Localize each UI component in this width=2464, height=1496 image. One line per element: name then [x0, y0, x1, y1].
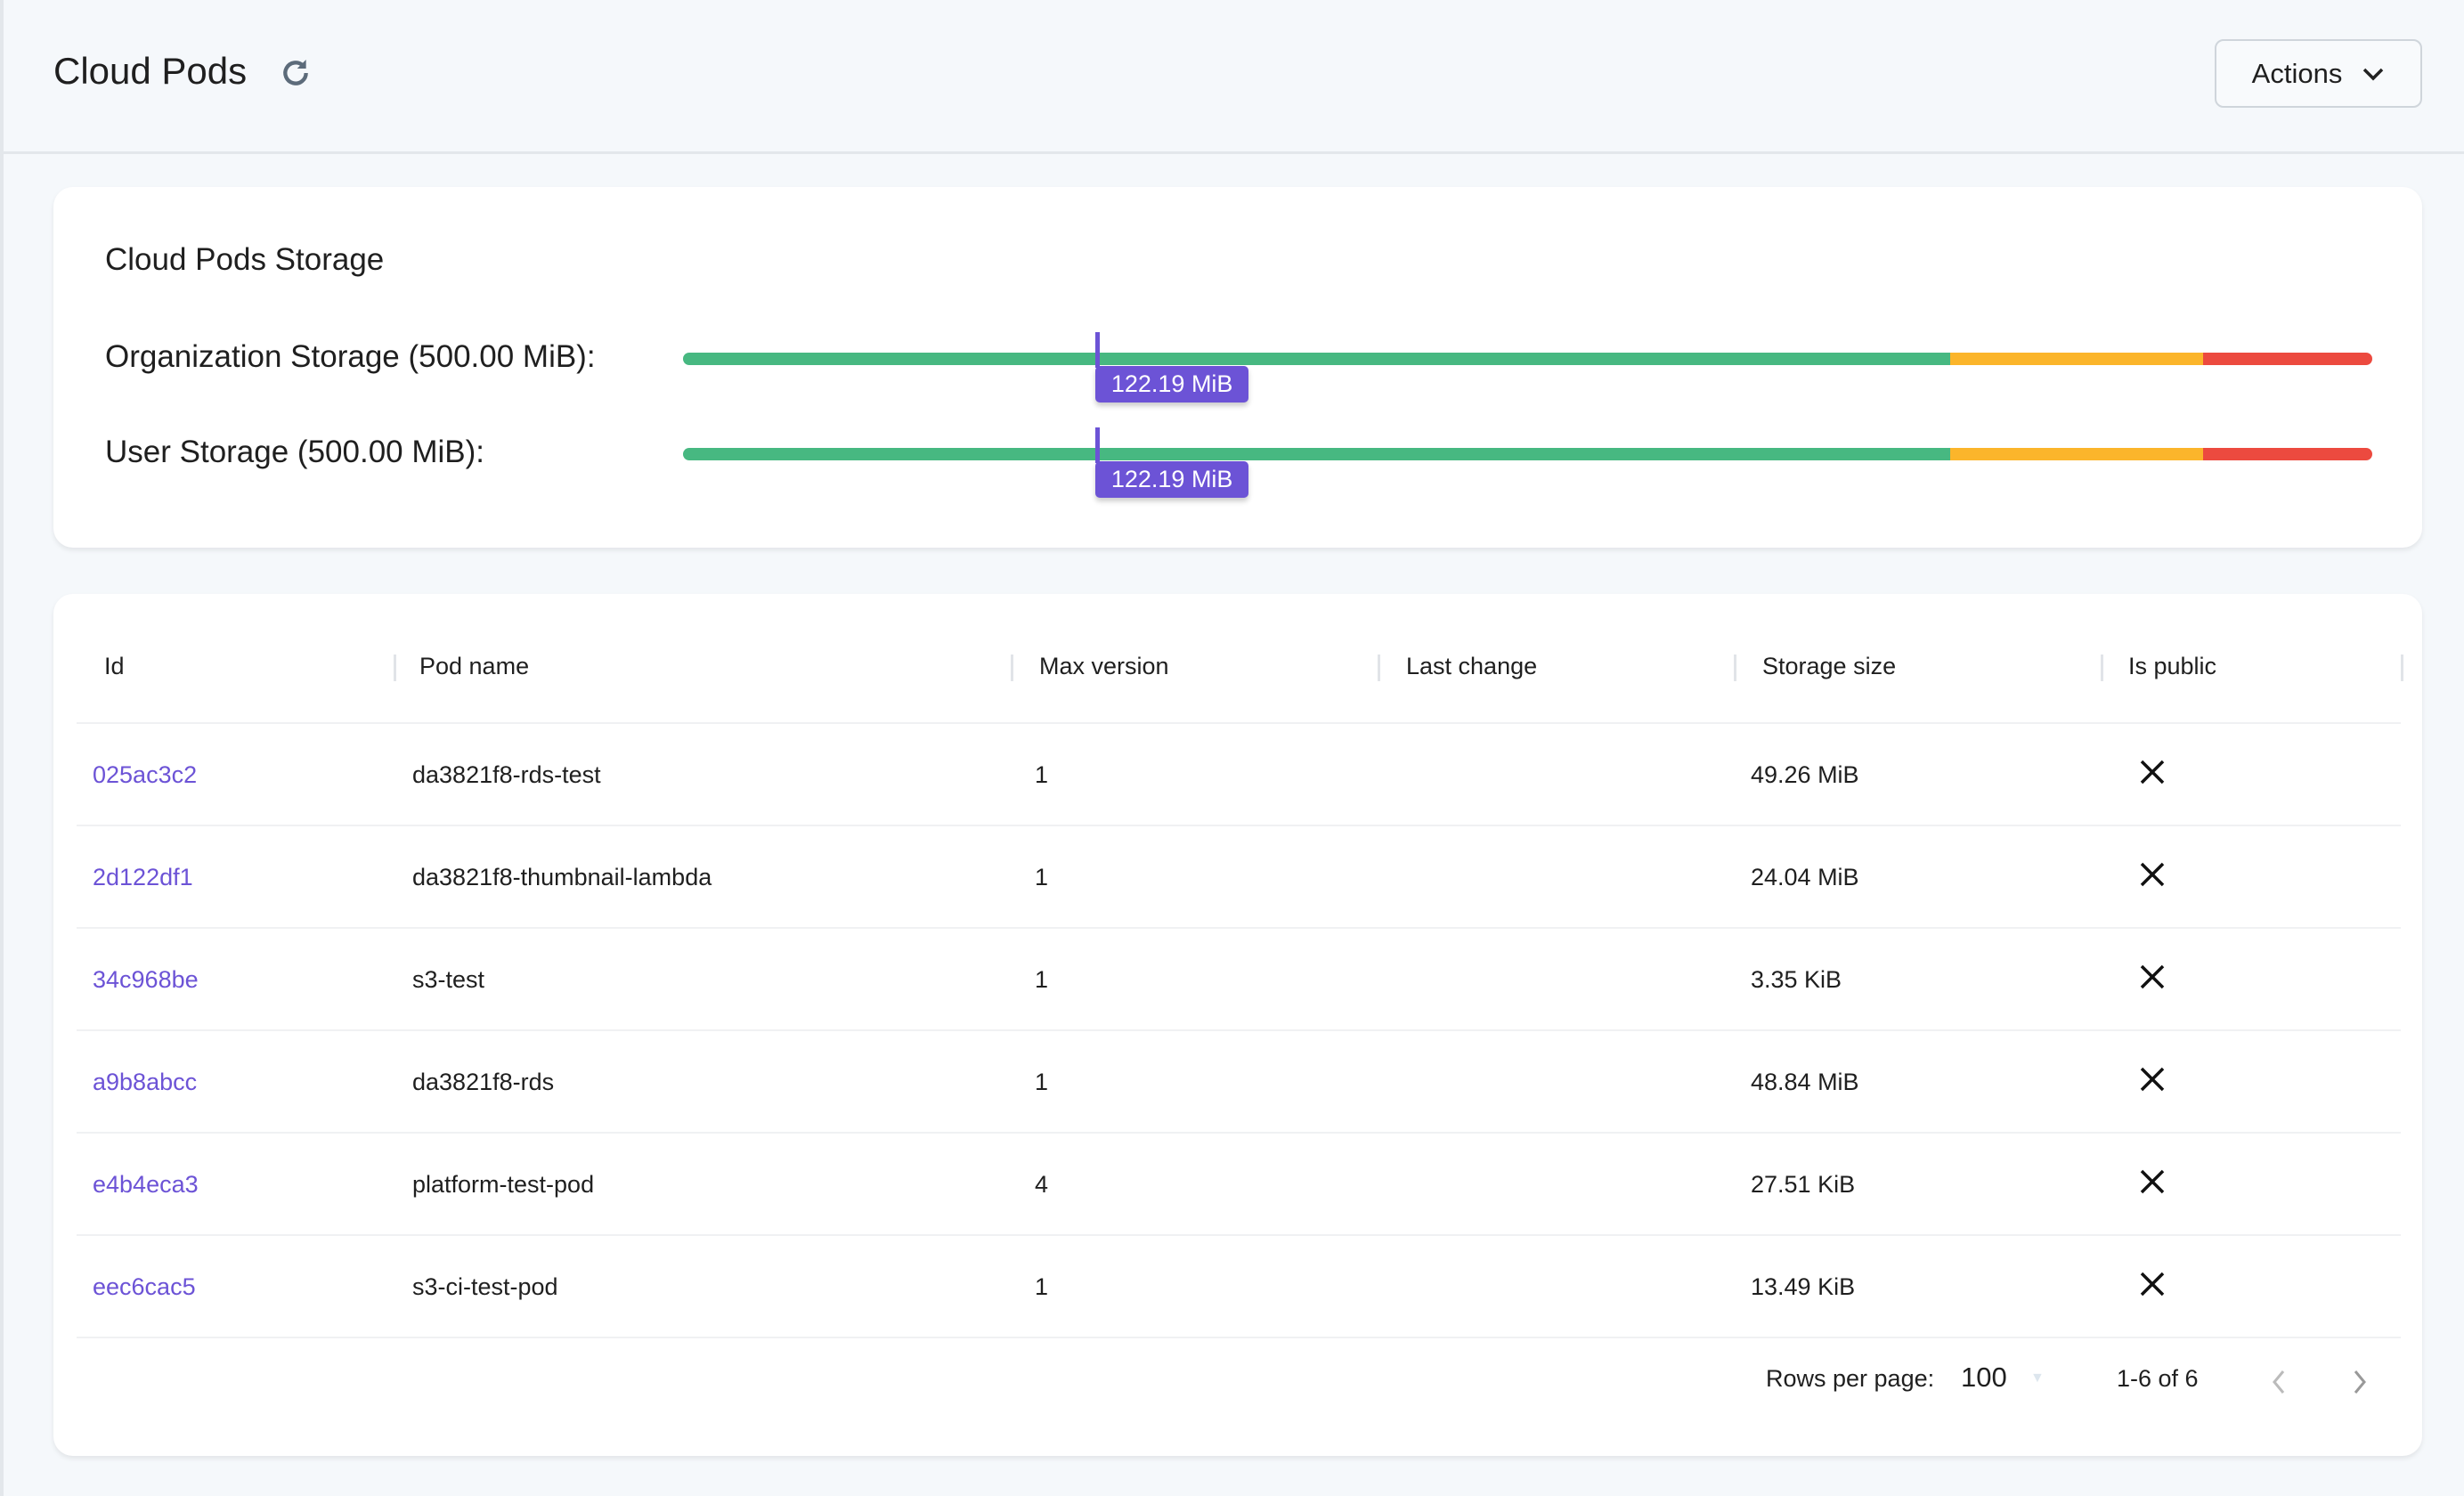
next-page-icon[interactable] [2351, 1369, 2369, 1395]
cell-name: da3821f8-rds-test [412, 761, 601, 788]
cell-max: 1 [1035, 1069, 1049, 1095]
table-row[interactable]: 025ac3c2 da3821f8-rds-test 1 49.26 MiB [77, 722, 2401, 825]
table-row[interactable]: a9b8abcc da3821f8-rds 1 48.84 MiB [77, 1029, 2401, 1132]
column-separator[interactable] [394, 654, 396, 681]
cell-name: platform-test-pod [412, 1171, 595, 1198]
cell-max: 1 [1035, 864, 1049, 890]
chevron-down-icon [2363, 68, 2384, 80]
column-separator[interactable] [2101, 654, 2103, 681]
rows-per-page-select[interactable]: 100 [1961, 1362, 2007, 1393]
green-segment [683, 353, 1950, 365]
usage-badge: 122.19 MiB [1094, 461, 1249, 498]
usage-badge: 122.19 MiB [1094, 366, 1249, 402]
page-title: Cloud Pods [53, 50, 248, 92]
not-public-icon [2140, 1067, 2165, 1092]
pod-id-link[interactable]: 025ac3c2 [93, 761, 198, 788]
pod-id-link[interactable]: a9b8abcc [93, 1069, 198, 1095]
cell-name: s3-ci-test-pod [412, 1273, 558, 1300]
column-separator[interactable] [2401, 654, 2403, 681]
storage-title: Cloud Pods Storage [105, 242, 385, 277]
storage-label: Organization Storage (500.00 MiB): [105, 339, 596, 374]
column-header[interactable]: Storage size [1762, 653, 1897, 679]
cell-size: 13.49 KiB [1751, 1273, 1856, 1300]
divider [77, 1337, 2401, 1338]
red-segment [2203, 353, 2372, 365]
actions-button[interactable]: Actions [2215, 39, 2422, 108]
not-public-icon [2140, 760, 2165, 785]
cell-size: 48.84 MiB [1751, 1069, 1859, 1095]
cell-name: da3821f8-thumbnail-lambda [412, 864, 712, 890]
column-header[interactable]: Last change [1406, 653, 1538, 679]
table-row[interactable]: eec6cac5 s3-ci-test-pod 1 13.49 KiB [77, 1234, 2401, 1337]
storage-card: Cloud Pods Storage Organization Storage … [53, 187, 2422, 548]
pod-id-link[interactable]: e4b4eca3 [93, 1171, 199, 1198]
column-separator[interactable] [1011, 654, 1013, 681]
not-public-icon [2140, 964, 2165, 989]
pod-id-link[interactable]: 2d122df1 [93, 864, 193, 890]
column-header[interactable]: Pod name [419, 653, 530, 679]
pod-id-link[interactable]: 34c968be [93, 966, 199, 993]
table-row[interactable]: 2d122df1 da3821f8-thumbnail-lambda 1 24.04 … [77, 825, 2401, 927]
cell-size: 24.04 MiB [1751, 864, 1859, 890]
usage-marker [1094, 332, 1100, 368]
column-header[interactable]: Id [104, 653, 125, 679]
pod-id-link[interactable]: eec6cac5 [93, 1273, 196, 1300]
actions-label: Actions [2251, 57, 2343, 89]
table-row[interactable]: 34c968be s3-test 1 3.35 KiB [77, 927, 2401, 1029]
page-header: Cloud Pods Actions [4, 0, 2464, 154]
cell-size: 27.51 KiB [1751, 1171, 1856, 1198]
dropdown-arrow-icon[interactable]: ▼ [2030, 1370, 2045, 1386]
cell-size: 49.26 MiB [1751, 761, 1859, 788]
not-public-icon [2140, 862, 2165, 887]
cell-max: 4 [1035, 1171, 1049, 1198]
column-header[interactable]: Max version [1039, 653, 1169, 679]
red-segment [2203, 448, 2372, 460]
storage-label: User Storage (500.00 MiB): [105, 435, 485, 469]
column-header[interactable]: Is public [2128, 653, 2217, 679]
orange-segment [1949, 353, 2204, 365]
refresh-icon[interactable] [278, 55, 313, 91]
column-separator[interactable] [1734, 654, 1736, 681]
table-row[interactable]: e4b4eca3 platform-test-pod 4 27.51 KiB [77, 1132, 2401, 1234]
storage-bar [683, 448, 2372, 460]
cell-max: 1 [1035, 761, 1049, 788]
not-public-icon [2140, 1169, 2165, 1194]
cell-name: s3-test [412, 966, 485, 993]
usage-marker [1094, 427, 1100, 463]
cell-max: 1 [1035, 966, 1049, 993]
cell-name: da3821f8-rds [412, 1069, 555, 1095]
not-public-icon [2140, 1272, 2165, 1297]
pagination-range: 1-6 of 6 [2117, 1365, 2199, 1392]
green-segment [683, 448, 1950, 460]
orange-segment [1949, 448, 2204, 460]
cell-size: 3.35 KiB [1751, 966, 1842, 993]
cell-max: 1 [1035, 1273, 1049, 1300]
storage-bar [683, 353, 2372, 365]
column-separator[interactable] [1378, 654, 1380, 681]
pods-table: Id Pod name Max version Last change Storage … [53, 594, 2422, 1456]
rows-per-page-label: Rows per page: [1766, 1365, 1935, 1392]
previous-page-icon[interactable] [2270, 1369, 2288, 1395]
